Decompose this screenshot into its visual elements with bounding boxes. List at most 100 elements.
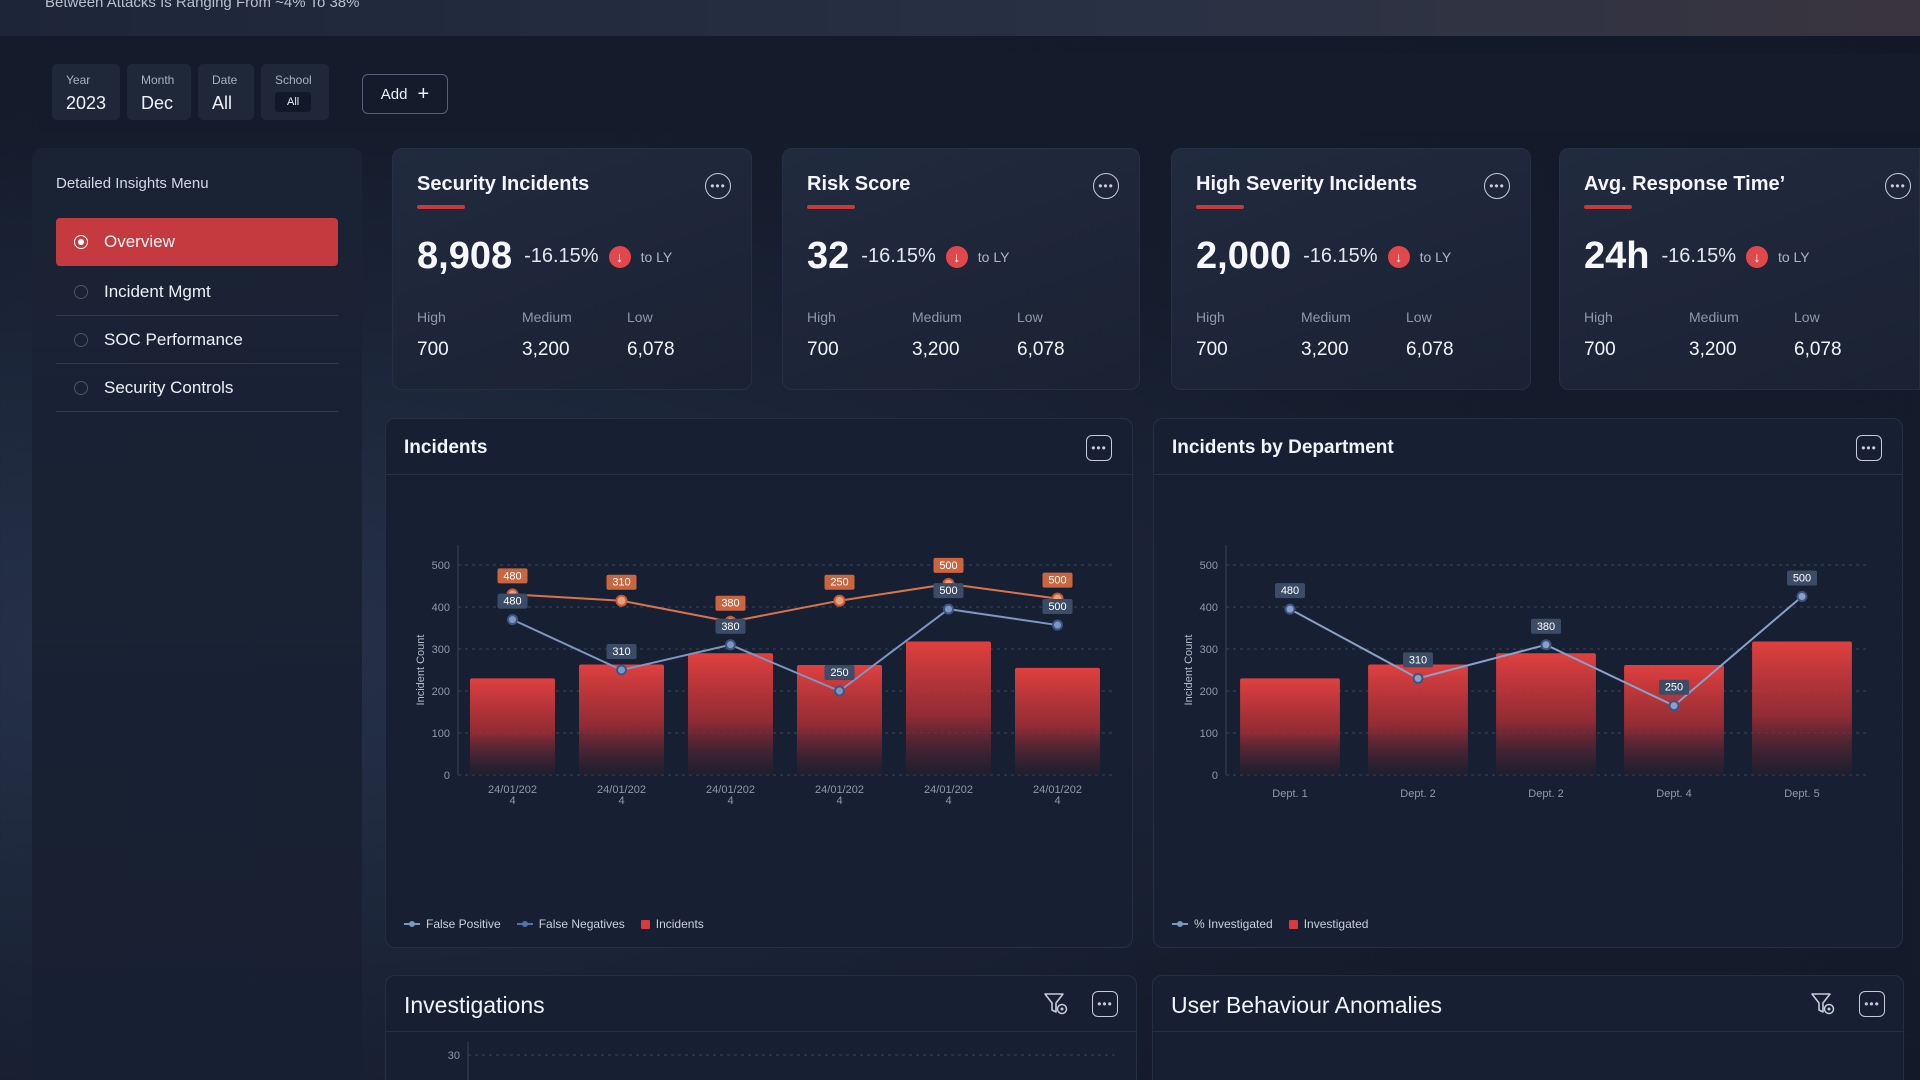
- data-label-bg: [1787, 570, 1817, 586]
- panel-header: Incidents •••: [386, 419, 1132, 475]
- data-label: 380: [721, 621, 739, 633]
- menu-item-label: Security Controls: [104, 377, 234, 397]
- stat-high: High 700: [1196, 309, 1301, 361]
- legend-label: Incidents: [655, 917, 704, 931]
- legend-bar-icon: [1288, 919, 1298, 929]
- data-point: [833, 594, 846, 607]
- x-tick-label: Dept. 4: [1656, 788, 1691, 800]
- kpi-card-high-severity: High Severity Incidents ••• 2,000 -16.15…: [1171, 148, 1531, 390]
- y-axis-label: Incident Count: [415, 635, 427, 706]
- filter-settings-icon[interactable]: [1809, 990, 1837, 1018]
- menu-item-soc-performance[interactable]: SOC Performance: [56, 316, 338, 364]
- chart-legend: False Positive False Negatives Incidents: [404, 917, 704, 931]
- y-tick-label: 30: [448, 1050, 460, 1062]
- more-options-icon[interactable]: •••: [1856, 435, 1882, 461]
- x-tick-label: Dept. 2: [1400, 788, 1435, 800]
- stat-label: Medium: [912, 309, 962, 325]
- y-axis-label: Incident Count: [1183, 635, 1195, 706]
- data-label: 380: [1537, 621, 1555, 633]
- bar: [1496, 653, 1596, 775]
- menu-item-label: Overview: [104, 232, 175, 251]
- radio-icon: [74, 235, 88, 249]
- series-line: [512, 608, 1058, 693]
- data-label-bg: [1531, 618, 1561, 634]
- add-filter-button[interactable]: Add +: [362, 74, 448, 114]
- banner-subtitle: Between Attacks Is Ranging From ~4% To 3…: [45, 0, 360, 11]
- data-label: 310: [612, 577, 630, 589]
- data-label-bg: [1275, 583, 1305, 599]
- data-label-bg: [933, 583, 964, 599]
- department-panel: Incidents by Department ••• 0 100 200 300 40…: [1153, 418, 1903, 948]
- bar: [1014, 667, 1101, 775]
- kpi-suffix: to LY: [1777, 248, 1810, 265]
- kpi-title: High Severity Incidents: [1196, 173, 1418, 195]
- data-label: 250: [830, 667, 848, 679]
- stat-label: Medium: [1689, 309, 1739, 325]
- chart-legend: % Investigated Investigated: [1172, 917, 1368, 931]
- kpi-accent: [1196, 205, 1244, 209]
- kpi-accent: [807, 205, 855, 209]
- data-point: [1668, 700, 1680, 712]
- stat-value: 3,200: [1301, 339, 1349, 360]
- stat-label: High: [1584, 309, 1613, 325]
- stat-value: 6,078: [1794, 339, 1842, 360]
- data-label: 480: [1281, 585, 1299, 597]
- y-tick-label: 200: [1200, 686, 1218, 698]
- filter-year[interactable]: Year 2023: [52, 64, 120, 120]
- stat-label: Low: [627, 309, 653, 325]
- kpi-value: 2,000: [1196, 235, 1292, 277]
- menu-item-incident-mgmt[interactable]: Incident Mgmt: [56, 268, 338, 316]
- more-options-icon[interactable]: •••: [1484, 173, 1510, 199]
- more-options-icon[interactable]: •••: [1859, 991, 1885, 1017]
- more-options-icon[interactable]: •••: [1093, 173, 1119, 199]
- data-point: [1540, 639, 1552, 651]
- data-point: [943, 603, 954, 615]
- filter-month[interactable]: Month Dec: [127, 64, 191, 120]
- arrow-down-icon: ↓: [608, 245, 631, 268]
- data-label-bg: [824, 665, 855, 680]
- stat-low: Low 6,078: [1794, 309, 1899, 361]
- kpi-value: 32: [807, 235, 850, 277]
- data-point: [615, 594, 628, 607]
- panel-title: Incidents: [404, 437, 488, 458]
- data-label: 480: [503, 570, 521, 582]
- filter-settings-icon[interactable]: [1042, 990, 1070, 1018]
- more-options-icon[interactable]: •••: [705, 173, 731, 199]
- filter-date[interactable]: Date All: [198, 64, 254, 120]
- panel-title: Incidents by Department: [1172, 437, 1394, 458]
- kpi-card-security-incidents: Security Incidents ••• 8,908 -16.15% ↓ t…: [392, 148, 752, 390]
- x-tick-label: 24/01/202 4: [1033, 784, 1082, 807]
- more-options-icon[interactable]: •••: [1092, 991, 1118, 1017]
- stat-high: High 700: [417, 309, 522, 361]
- kpi-change: -16.15%: [861, 245, 936, 267]
- bar: [1624, 664, 1724, 775]
- y-tick-label: 500: [1200, 560, 1218, 572]
- department-chart: 0 100 200 300 400 500 Incident Count Dept. 1 Dep…: [1183, 545, 1866, 800]
- stat-value: 6,078: [1406, 339, 1454, 360]
- investigations-panel: Investigations ••• 30: [385, 975, 1137, 1080]
- stat-medium: Medium 3,200: [1301, 309, 1406, 361]
- stat-label: High: [417, 309, 446, 325]
- filter-school[interactable]: School All: [261, 64, 329, 120]
- kpi-suffix: to LY: [977, 248, 1010, 265]
- stat-label: High: [807, 309, 836, 325]
- menu-item-overview[interactable]: Overview: [56, 218, 338, 266]
- more-options-icon[interactable]: •••: [1885, 173, 1911, 199]
- y-tick-label: 0: [444, 770, 450, 782]
- data-label: 250: [830, 577, 848, 589]
- kpi-change: -16.15%: [524, 245, 599, 267]
- y-tick-label: 100: [432, 728, 450, 740]
- y-tick-label: 100: [1200, 728, 1218, 740]
- y-tick-label: 500: [432, 560, 450, 572]
- menu-item-security-controls[interactable]: Security Controls: [56, 364, 338, 412]
- y-tick-label: 300: [432, 644, 450, 656]
- bar: [796, 664, 883, 775]
- data-label: 480: [503, 596, 521, 608]
- kpi-breakdown: High 700 Medium 3,200 Low 6,078: [417, 309, 732, 361]
- data-label: 250: [1665, 682, 1683, 694]
- kpi-card-risk-score: Risk Score ••• 32 -16.15% ↓ to LY High 70…: [782, 148, 1140, 390]
- kpi-main: 24h -16.15% ↓ to LY: [1584, 235, 1810, 278]
- filter-value: Dec: [141, 93, 174, 113]
- legend-pct-investigated: % Investigated: [1172, 917, 1273, 931]
- more-options-icon[interactable]: •••: [1086, 435, 1112, 461]
